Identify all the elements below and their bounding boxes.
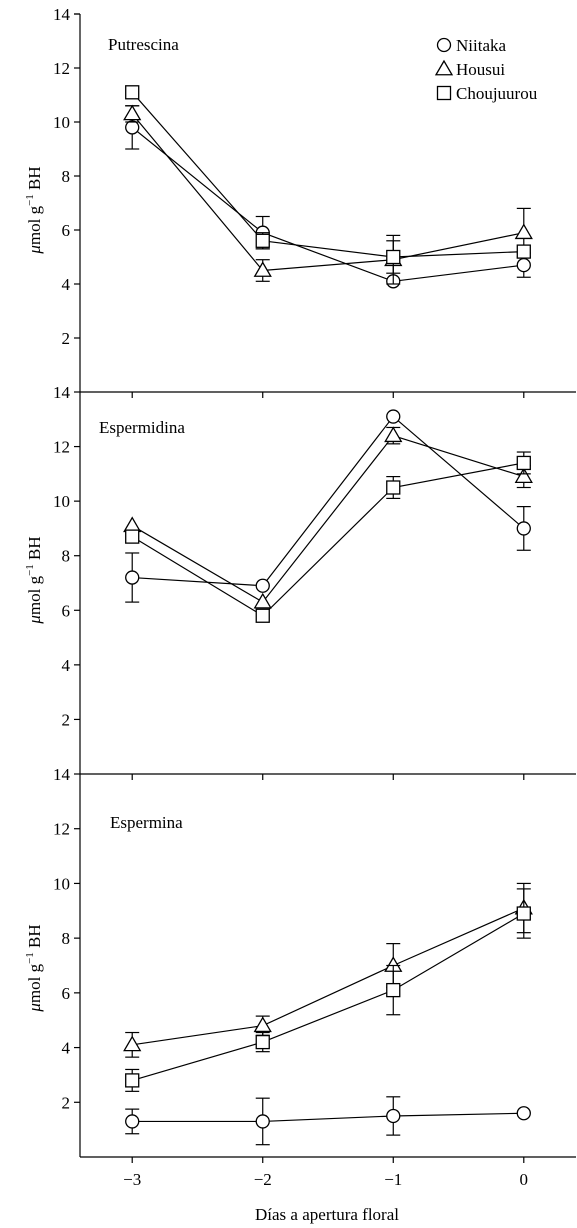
y-tick-label: 12 xyxy=(53,59,70,78)
legend-marker-triangle xyxy=(434,59,454,76)
series-line xyxy=(132,907,525,1046)
legend: Niitaka Housui Choujuurou xyxy=(434,36,538,103)
data-point-square xyxy=(125,85,140,100)
legend-label: Housui xyxy=(456,60,505,79)
y-axis-label: μmol g−1 BH xyxy=(24,924,44,1012)
y-tick-label: 6 xyxy=(62,984,71,1003)
y-tick-label: 8 xyxy=(62,547,71,566)
y-tick-label: 14 xyxy=(53,765,71,784)
series-choujuurou xyxy=(125,451,531,623)
x-tick-label: −2 xyxy=(254,1170,272,1189)
chart-panel-2: 2 4 6 8 10 12 14 Espermidina μmol g−1 BH xyxy=(24,383,576,780)
series-line xyxy=(132,415,525,587)
data-point-circle xyxy=(255,578,270,593)
data-point-circle xyxy=(516,1106,531,1121)
data-point-square xyxy=(125,1073,140,1088)
y-tick-label: 10 xyxy=(53,113,70,132)
y-tick-label: 14 xyxy=(53,383,71,402)
series-line xyxy=(132,913,525,1081)
series-choujuurou xyxy=(125,888,531,1092)
data-point-square xyxy=(255,608,270,623)
data-point-circle xyxy=(386,1108,401,1124)
data-point-triangle xyxy=(253,592,272,609)
y-tick-label: 4 xyxy=(62,275,71,294)
y-tick-label: 12 xyxy=(53,820,70,839)
data-point-square xyxy=(516,455,531,471)
data-point-circle xyxy=(125,120,140,135)
series-line xyxy=(131,126,524,282)
y-tick-label: 2 xyxy=(62,1093,71,1112)
y-tick-label: 4 xyxy=(62,1039,71,1058)
data-point-triangle xyxy=(514,467,533,483)
data-point-square xyxy=(255,1034,270,1050)
y-tick-label: 14 xyxy=(53,5,71,24)
x-tick-label: −1 xyxy=(384,1170,402,1189)
data-point-triangle xyxy=(384,426,403,443)
x-tick-label: −3 xyxy=(123,1170,141,1189)
y-tick-label: 2 xyxy=(62,710,71,729)
data-point-triangle xyxy=(123,516,142,533)
data-point-circle xyxy=(386,409,401,424)
y-axis-label: μmol g−1 BH xyxy=(24,166,44,254)
series-housui xyxy=(123,882,533,1058)
data-point-circle xyxy=(125,1114,140,1129)
y-tick-label: 2 xyxy=(62,329,71,348)
series-line xyxy=(131,113,524,272)
data-point-square xyxy=(386,249,401,265)
y-axis-label: μmol g−1 BH xyxy=(24,536,44,624)
y-tick-label: 8 xyxy=(62,167,71,186)
data-point-circle xyxy=(516,257,531,273)
data-point-triangle xyxy=(253,261,272,277)
x-tick-label: 0 xyxy=(520,1170,529,1189)
y-tick-label: 4 xyxy=(62,656,71,675)
series-choujuurou xyxy=(125,85,531,274)
data-point-triangle xyxy=(514,223,533,240)
data-point-square xyxy=(386,480,401,495)
y-tick-label: 10 xyxy=(53,492,70,511)
data-point-square xyxy=(516,244,531,259)
data-point-square xyxy=(125,529,140,544)
y-tick-label: 10 xyxy=(53,874,70,893)
data-point-circle xyxy=(125,570,140,585)
data-point-square xyxy=(386,982,401,998)
chart-panel-1: 2 4 6 8 10 12 14 Putrescina μmol g−1 BH xyxy=(24,5,576,398)
series-line xyxy=(131,462,524,617)
y-tick-label: 12 xyxy=(53,438,70,457)
panel-title: Espermidina xyxy=(99,418,185,437)
chart-panel-3: 2 4 6 8 10 12 14 −3 −2 −1 0 Espermina μmol g−1 BH xyxy=(24,765,576,1189)
series-housui xyxy=(123,426,533,609)
x-axis-label: Días a apertura floral xyxy=(255,1205,399,1224)
data-point-square xyxy=(255,233,270,248)
data-point-triangle xyxy=(123,1035,142,1052)
legend-label: Choujuurou xyxy=(456,84,538,103)
series-line xyxy=(131,91,524,258)
panel-title: Putrescina xyxy=(108,35,179,54)
legend-marker-square xyxy=(436,85,452,101)
legend-marker-circle xyxy=(436,37,452,53)
panel-title: Espermina xyxy=(110,813,183,832)
series-niitaka xyxy=(125,1096,531,1146)
series-line xyxy=(132,1112,524,1123)
legend-label: Niitaka xyxy=(456,36,506,55)
data-point-square xyxy=(516,906,531,921)
series-housui xyxy=(123,104,533,285)
chart-panels: 2 4 6 8 10 12 14 Putrescina μmol g−1 BH 2 4 6 8 10 12 1… xyxy=(24,5,576,1189)
y-tick-label: 6 xyxy=(62,221,71,240)
data-point-circle xyxy=(255,1114,270,1129)
y-tick-label: 6 xyxy=(62,601,71,620)
data-point-circle xyxy=(516,521,531,536)
series-line xyxy=(131,434,524,603)
data-point-triangle xyxy=(253,1016,272,1033)
series-niitaka xyxy=(125,105,531,289)
data-point-triangle xyxy=(123,104,142,121)
y-tick-label: 8 xyxy=(62,929,71,948)
series-niitaka xyxy=(125,409,531,603)
